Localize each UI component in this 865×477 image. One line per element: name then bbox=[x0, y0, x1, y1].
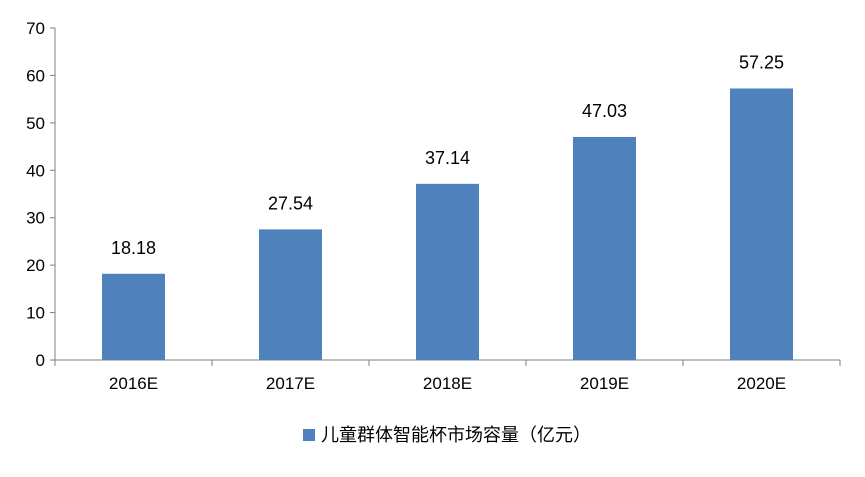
y-tick-label: 0 bbox=[36, 351, 45, 370]
y-tick-label: 40 bbox=[26, 161, 45, 180]
y-tick-label: 20 bbox=[26, 256, 45, 275]
data-label-2020E: 57.25 bbox=[739, 52, 784, 72]
x-tick-label-2019E: 2019E bbox=[580, 374, 629, 393]
x-tick-label-2018E: 2018E bbox=[423, 374, 472, 393]
bars bbox=[102, 88, 793, 360]
bar-2020E bbox=[730, 88, 793, 360]
bar-2017E bbox=[259, 229, 322, 360]
data-label-2016E: 18.18 bbox=[111, 238, 156, 258]
bar-2018E bbox=[416, 183, 479, 360]
legend-swatch bbox=[303, 429, 315, 441]
y-tick-label: 60 bbox=[26, 66, 45, 85]
data-labels: 18.18 27.54 37.14 47.03 57.25 bbox=[111, 52, 784, 257]
legend: 儿童群体智能杯市场容量（亿元） bbox=[303, 425, 591, 445]
x-tick-label-2016E: 2016E bbox=[109, 374, 158, 393]
y-tick-label: 30 bbox=[26, 209, 45, 228]
x-tick-label-2020E: 2020E bbox=[737, 374, 786, 393]
data-label-2019E: 47.03 bbox=[582, 101, 627, 121]
legend-label: 儿童群体智能杯市场容量（亿元） bbox=[321, 425, 591, 445]
y-tick-label: 10 bbox=[26, 304, 45, 323]
axes: 0 10 20 30 40 50 60 70 2016E 2017E 2018E 2019E 2020E bbox=[26, 19, 841, 393]
x-tick-label-2017E: 2017E bbox=[266, 374, 315, 393]
data-label-2017E: 27.54 bbox=[268, 193, 313, 213]
y-tick-label: 50 bbox=[26, 114, 45, 133]
bar-2019E bbox=[573, 136, 636, 360]
y-tick-label: 70 bbox=[26, 19, 45, 38]
bar-2016E bbox=[102, 273, 165, 360]
data-label-2018E: 37.14 bbox=[425, 148, 470, 168]
